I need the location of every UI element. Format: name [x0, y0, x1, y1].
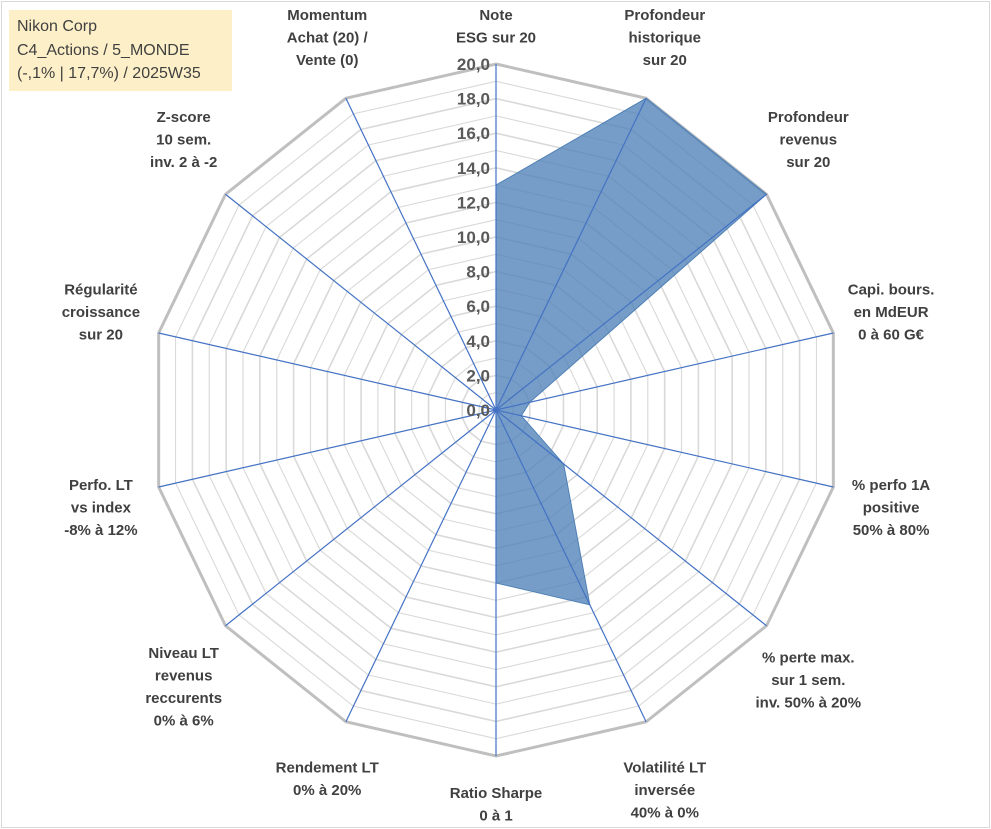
- axis-spoke: [158, 332, 497, 411]
- radial-tick-label: 8,0: [466, 263, 490, 282]
- axis-spoke: [495, 409, 767, 627]
- axis-spoke: [495, 332, 834, 411]
- radial-tick-label: 20,0: [457, 55, 490, 74]
- axis-label: % perfo 1A positive 50% à 80%: [852, 477, 931, 539]
- axis-label: Rendement LT 0% à 20%: [276, 759, 379, 799]
- axis-label-layer: Note ESG sur 20 Profondeur historique sur 20…: [62, 7, 935, 825]
- radial-tick-label: 4,0: [466, 332, 490, 351]
- axis-spoke: [225, 409, 497, 627]
- axis-spoke: [495, 409, 834, 488]
- title-line-stats: (-,1% | 17,7%) / 2025W35: [17, 65, 201, 82]
- axis-label: Momentum Achat (20) / Vente (0): [287, 7, 369, 69]
- radial-tick-label: 16,0: [457, 124, 490, 143]
- radial-tick-label: 10,0: [457, 228, 490, 247]
- axis-spoke: [495, 98, 647, 411]
- axis-label: Capi. bours. en MdEUR 0 à 60 G€: [848, 282, 935, 344]
- axis-spoke: [158, 409, 497, 488]
- radial-tick-label: 14,0: [457, 159, 490, 178]
- radial-tick-label: 0,0: [466, 401, 490, 420]
- axis-label: Z-score 10 sem. inv. 2 à -2: [150, 109, 217, 171]
- axis-label: Ratio Sharpe 0 à 1: [450, 785, 543, 825]
- title-line-company: Nikon Corp: [17, 18, 98, 35]
- radial-tick-label: 18,0: [457, 90, 490, 109]
- axis-label: Niveau LT revenus reccurents 0% à 6%: [145, 645, 222, 730]
- axis-spoke: [345, 409, 497, 722]
- chart-title-box: Nikon Corp C4_Actions / 5_MONDE (-,1% | …: [9, 10, 232, 91]
- axis-spoke: [495, 193, 767, 411]
- axis-spoke: [345, 98, 497, 411]
- radial-tick-label: 12,0: [457, 193, 490, 212]
- radial-tick-label: 2,0: [466, 366, 490, 385]
- axis-spoke: [495, 409, 647, 722]
- title-line-category: C4_Actions / 5_MONDE: [17, 41, 190, 59]
- axis-label: % perte max. sur 1 sem. inv. 50% à 20%: [755, 649, 861, 711]
- axis-spoke: [225, 193, 497, 411]
- series-area: [495, 97, 768, 606]
- axis-label: Perfo. LT vs index -8% à 12%: [64, 477, 137, 539]
- axis-label: Volatilité LT inversée 40% à 0%: [623, 759, 706, 821]
- radial-tick-label: 6,0: [466, 297, 490, 316]
- axis-label: Note ESG sur 20: [456, 7, 536, 47]
- axis-label: Profondeur historique sur 20: [624, 7, 705, 69]
- axis-label: Profondeur revenus sur 20: [768, 109, 849, 171]
- series-layer: [495, 97, 768, 606]
- tick-label-layer: 0,0 2,0 4,0 6,0 8,0 10,0 12,0 14,0 16,0 18,0 20,0: [457, 55, 490, 420]
- spoke-layer: [158, 64, 834, 756]
- axis-label: Régularité croissance sur 20: [62, 282, 140, 344]
